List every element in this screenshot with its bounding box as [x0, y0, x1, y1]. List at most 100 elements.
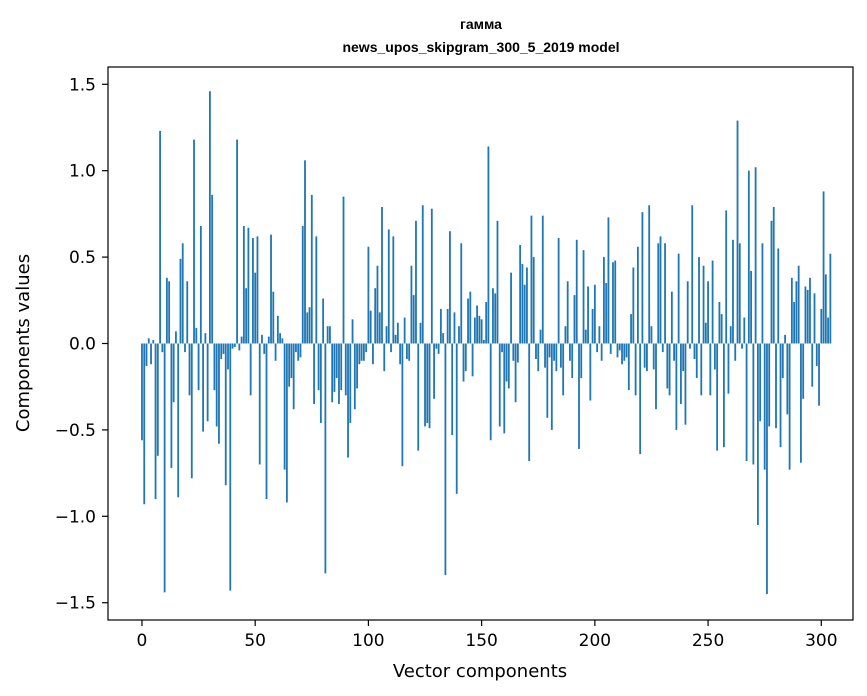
bar-82 — [326, 326, 329, 344]
bar-22 — [190, 343, 193, 479]
x-tick-label: 300 — [805, 631, 837, 651]
bar-188 — [566, 281, 569, 344]
bar-0 — [141, 343, 143, 441]
bar-211 — [618, 343, 621, 351]
bar-11 — [165, 277, 168, 344]
bar-219 — [636, 246, 639, 344]
bar-123 — [419, 322, 422, 344]
bar-287 — [790, 277, 793, 344]
bar-293 — [804, 286, 807, 344]
bar-222 — [643, 343, 646, 368]
bar-183 — [555, 343, 558, 372]
bar-50 — [254, 272, 257, 344]
bar-91 — [347, 343, 349, 458]
bar-105 — [378, 312, 381, 344]
bar-171 — [528, 343, 531, 462]
bar-284 — [784, 334, 786, 344]
x-tick-label: 150 — [465, 631, 497, 651]
bar-221 — [641, 212, 644, 344]
bar-220 — [639, 343, 642, 455]
bar-80 — [322, 298, 325, 344]
bar-182 — [553, 343, 555, 361]
bar-122 — [417, 343, 420, 451]
bar-40 — [231, 343, 234, 349]
y-tick-label: −1.5 — [55, 594, 96, 614]
bar-198 — [589, 343, 592, 401]
bar-274 — [761, 243, 764, 344]
bar-46 — [245, 288, 248, 344]
bar-193 — [578, 343, 580, 449]
bar-278 — [770, 220, 773, 344]
bar-264 — [738, 243, 741, 344]
bar-147 — [473, 317, 476, 344]
bar-209 — [614, 260, 617, 344]
bar-99 — [365, 343, 368, 353]
bar-194 — [580, 343, 583, 379]
bar-2 — [145, 343, 148, 366]
bar-179 — [546, 343, 549, 418]
bar-62 — [281, 338, 284, 344]
bar-249 — [704, 322, 707, 344]
bar-262 — [734, 343, 737, 361]
bar-155 — [492, 288, 494, 344]
x-tick-label: 100 — [352, 631, 384, 651]
bar-28 — [204, 333, 207, 344]
bar-130 — [435, 343, 438, 349]
bar-154 — [489, 343, 492, 441]
bar-8 — [159, 130, 161, 344]
y-tick-label: 1.5 — [69, 75, 96, 95]
bar-140 — [458, 326, 460, 344]
bar-202 — [598, 326, 601, 344]
plot-frame — [107, 66, 854, 621]
bar-70 — [299, 343, 302, 358]
bar-233 — [668, 343, 671, 396]
bar-138 — [453, 312, 456, 344]
bar-191 — [573, 295, 576, 344]
bar-300 — [820, 308, 823, 344]
bar-27 — [202, 343, 205, 432]
bar-235 — [673, 343, 676, 361]
bar-223 — [646, 343, 648, 372]
bar-30 — [208, 91, 211, 344]
bar-134 — [444, 343, 447, 576]
bar-292 — [802, 343, 805, 399]
bar-253 — [713, 343, 716, 370]
bar-110 — [390, 343, 392, 353]
bar-13 — [170, 343, 173, 468]
bar-180 — [548, 343, 551, 358]
bar-93 — [351, 319, 354, 344]
bar-92 — [349, 343, 352, 423]
bar-150 — [480, 319, 483, 344]
bar-41 — [233, 343, 236, 347]
bar-18 — [181, 243, 184, 344]
bar-20 — [186, 281, 189, 344]
bar-173 — [532, 257, 535, 344]
bar-296 — [811, 343, 814, 387]
bar-288 — [793, 302, 796, 344]
bar-142 — [462, 343, 465, 382]
bar-23 — [193, 139, 195, 344]
bar-73 — [306, 312, 309, 344]
bar-205 — [605, 283, 608, 344]
bar-225 — [650, 326, 653, 344]
bar-197 — [587, 286, 589, 344]
bar-226 — [652, 343, 655, 370]
bar-116 — [403, 317, 406, 344]
bar-185 — [559, 343, 562, 368]
bar-279 — [772, 206, 775, 344]
bar-167 — [519, 245, 522, 344]
bar-102 — [372, 343, 374, 365]
y-tick-label: 0.5 — [69, 248, 96, 268]
bar-281 — [777, 248, 780, 344]
bar-152 — [485, 302, 488, 344]
bar-85 — [333, 343, 336, 392]
bar-108 — [385, 326, 388, 344]
bar-184 — [557, 238, 560, 344]
bar-291 — [800, 343, 802, 463]
bar-258 — [725, 210, 728, 344]
bar-120 — [412, 295, 415, 344]
bar-295 — [809, 277, 811, 344]
bar-118 — [408, 343, 411, 361]
bar-246 — [698, 257, 700, 344]
bar-97 — [360, 343, 363, 361]
